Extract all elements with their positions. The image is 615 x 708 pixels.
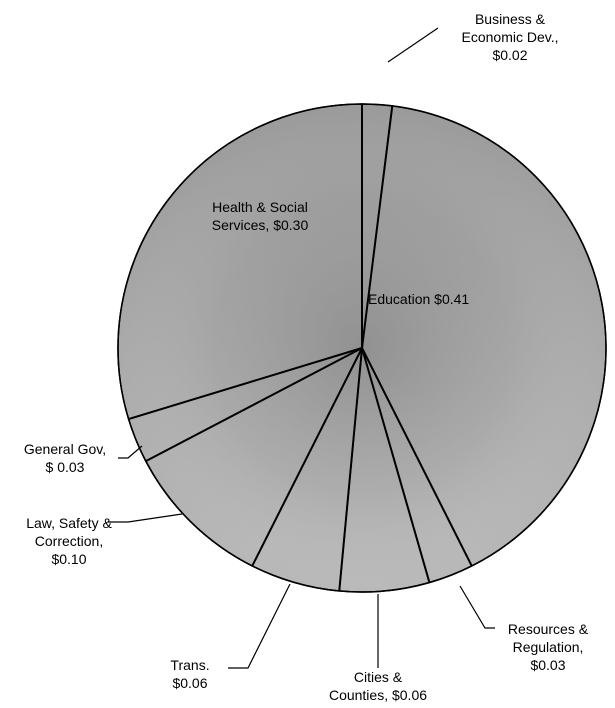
slice-label-general-gov: General Gov, $ 0.03 [10, 440, 120, 476]
slice-divider [361, 105, 394, 349]
slice-label-line: Health & Social [212, 199, 308, 215]
slice-label-education: Education $0.41 [368, 290, 498, 308]
slice-label-line: $0.06 [172, 675, 208, 691]
slice-label-line: Regulation, [512, 639, 584, 655]
slice-label-trans: Trans. $0.06 [152, 656, 228, 692]
slice-label-line: $0.10 [51, 551, 87, 567]
pie-outline [117, 103, 607, 593]
slice-divider [338, 347, 363, 592]
slice-label-line: General Gov, [23, 441, 107, 457]
slice-label-line: $0.02 [492, 47, 528, 63]
slice-label-line: Economic Dev., [461, 29, 559, 45]
slice-label-line: Counties, $0.06 [328, 687, 428, 703]
leader-line-general-gov [118, 445, 143, 459]
slice-label-line: Correction, [34, 533, 104, 549]
slice-label-cities-and-counties: Cities & Counties, $0.06 [318, 668, 438, 704]
slice-label-line: $ 0.03 [45, 459, 85, 475]
leader-line-resources-and-regulation [459, 585, 495, 629]
slice-label-line: Resources & [507, 621, 589, 637]
leader-line-business-and-economic-dev [387, 27, 439, 63]
slice-label-line: Education $0.41 [368, 291, 470, 307]
leader-line-law-safety-and-correction [108, 513, 183, 523]
slice-label-line: Trans. [170, 657, 210, 673]
slice-divider [128, 347, 363, 421]
slice-label-resources-and-regulation: Resources & Regulation, $0.03 [488, 620, 608, 674]
slice-divider [145, 347, 363, 463]
leader-line-trans [228, 583, 291, 669]
slice-divider [361, 347, 473, 567]
slice-label-law-safety-and-correction: Law, Safety & Correction, $0.10 [14, 514, 124, 568]
slice-label-health-and-social-services: Health & Social Services, $0.30 [180, 198, 340, 234]
slice-label-line: Business & [474, 11, 546, 27]
slice-label-line: Cities & [353, 669, 403, 685]
slice-label-line: Services, $0.30 [211, 217, 309, 233]
slice-label-business-and-economic-dev: Business & Economic Dev., $0.02 [430, 10, 590, 64]
slice-label-line: $0.03 [530, 657, 566, 673]
slice-label-line: Law, Safety & [26, 515, 112, 531]
slice-divider [251, 347, 363, 567]
slice-divider [361, 347, 431, 583]
